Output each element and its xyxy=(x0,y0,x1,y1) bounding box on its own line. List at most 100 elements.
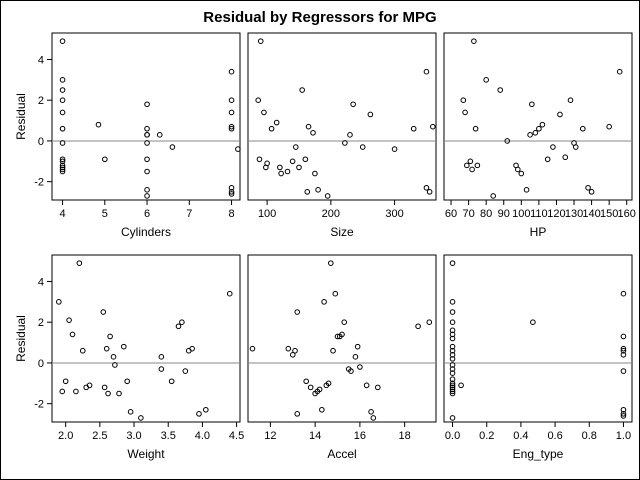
data-point xyxy=(59,166,66,173)
data-point xyxy=(410,125,417,132)
x-tick-label: 100 xyxy=(512,208,530,220)
data-point xyxy=(354,343,361,350)
data-point xyxy=(228,97,235,104)
x-tick-label: 6 xyxy=(144,208,150,220)
data-point xyxy=(423,184,430,191)
x-tick-label: 14 xyxy=(309,430,321,442)
data-point xyxy=(430,123,436,130)
data-point xyxy=(179,319,185,326)
data-point xyxy=(278,170,284,177)
data-point xyxy=(59,164,66,171)
data-point xyxy=(102,156,108,163)
x-tick-label: 4 xyxy=(59,208,65,220)
data-point xyxy=(467,158,474,165)
data-point xyxy=(144,125,150,132)
x-tick-label: 4.0 xyxy=(195,430,210,442)
data-point xyxy=(303,378,309,385)
x-tick-label: 90 xyxy=(498,208,510,220)
data-point xyxy=(101,384,108,391)
data-point xyxy=(449,415,456,421)
y-tick-label: -2 xyxy=(34,177,44,189)
data-point xyxy=(620,345,627,352)
data-point xyxy=(289,158,296,165)
data-point xyxy=(572,144,579,150)
data-point xyxy=(620,333,627,340)
x-tick-label: 140 xyxy=(582,208,600,220)
y-axis-label: Residual xyxy=(14,315,28,362)
data-point xyxy=(616,68,623,75)
data-point xyxy=(458,382,464,389)
data-point xyxy=(567,97,574,104)
data-point xyxy=(352,354,359,360)
panel-frame xyxy=(247,254,437,423)
data-point xyxy=(620,347,627,354)
data-point xyxy=(497,87,504,93)
data-point xyxy=(59,109,66,116)
data-point xyxy=(324,193,331,199)
data-point xyxy=(62,378,69,385)
data-point xyxy=(273,119,280,126)
data-point xyxy=(332,290,339,297)
data-point xyxy=(350,101,356,108)
x-tick-label: 8 xyxy=(228,208,234,220)
data-point xyxy=(228,189,235,195)
data-point xyxy=(460,97,467,104)
data-point xyxy=(103,345,110,352)
data-point xyxy=(341,319,348,326)
data-point xyxy=(449,331,456,338)
data-point xyxy=(357,364,363,370)
data-point xyxy=(310,129,316,136)
data-point xyxy=(539,121,546,128)
data-point xyxy=(110,354,117,360)
data-point xyxy=(95,121,102,128)
x-tick-label: 100 xyxy=(258,208,276,220)
data-point xyxy=(235,146,241,152)
data-point xyxy=(469,166,475,173)
data-point xyxy=(426,319,433,326)
data-point xyxy=(449,319,456,326)
data-point xyxy=(449,335,456,342)
data-point xyxy=(144,156,150,163)
x-tick-label: 70 xyxy=(462,208,474,220)
y-axis-label: Residual xyxy=(14,93,28,140)
data-point xyxy=(59,125,66,132)
data-point xyxy=(59,140,66,146)
data-point xyxy=(124,378,130,385)
data-point xyxy=(158,354,165,360)
x-tick-label: 60 xyxy=(445,208,457,220)
data-point xyxy=(449,370,456,376)
y-tick-label: 4 xyxy=(38,54,44,66)
data-point xyxy=(544,156,551,163)
data-point xyxy=(169,144,176,150)
data-point xyxy=(391,146,398,152)
data-point xyxy=(330,347,336,354)
x-tick-label: 0.2 xyxy=(479,430,494,442)
data-point xyxy=(228,125,235,132)
y-tick-label: -2 xyxy=(34,399,44,411)
data-point xyxy=(294,309,301,315)
data-point xyxy=(462,109,468,116)
data-point xyxy=(144,193,150,199)
data-point xyxy=(226,290,233,297)
data-point xyxy=(257,38,264,44)
data-point xyxy=(228,123,235,130)
data-point xyxy=(144,140,150,146)
data-point xyxy=(319,406,325,413)
data-point xyxy=(620,406,627,413)
x-tick-label: 2.0 xyxy=(58,430,73,442)
data-point xyxy=(449,382,456,389)
data-point xyxy=(294,411,301,417)
y-tick-label: 0 xyxy=(38,358,44,370)
x-tick-label: 110 xyxy=(530,208,548,220)
data-point xyxy=(321,299,327,305)
data-point xyxy=(292,144,299,150)
x-tick-label: 130 xyxy=(565,208,583,220)
data-point xyxy=(315,187,321,193)
data-point xyxy=(370,415,377,421)
data-point xyxy=(59,156,66,163)
data-point xyxy=(305,123,312,130)
data-point xyxy=(588,189,595,195)
x-tick-label: 16 xyxy=(354,430,366,442)
data-point xyxy=(56,299,62,305)
